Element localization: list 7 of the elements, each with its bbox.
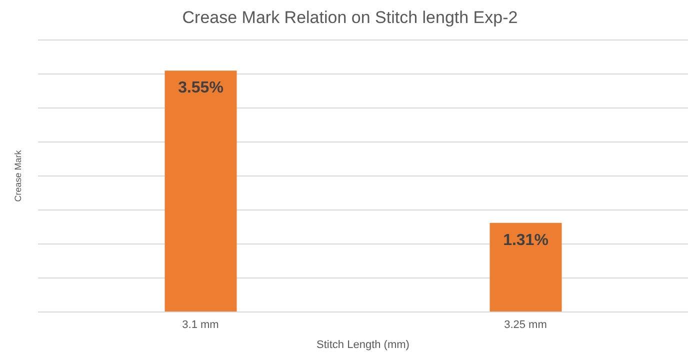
- x-tick-label: 3.25 mm: [504, 318, 547, 331]
- data-label: 1.31%: [503, 232, 548, 249]
- x-axis-title: Stitch Length (mm): [316, 339, 410, 351]
- x-tick-label: 3.1 mm: [182, 318, 219, 331]
- data-label: 3.55%: [178, 80, 224, 97]
- chart-title: Crease Mark Relation on Stitch length Exp-2: [181, 8, 519, 28]
- y-axis-title: Crease Mark: [13, 150, 24, 202]
